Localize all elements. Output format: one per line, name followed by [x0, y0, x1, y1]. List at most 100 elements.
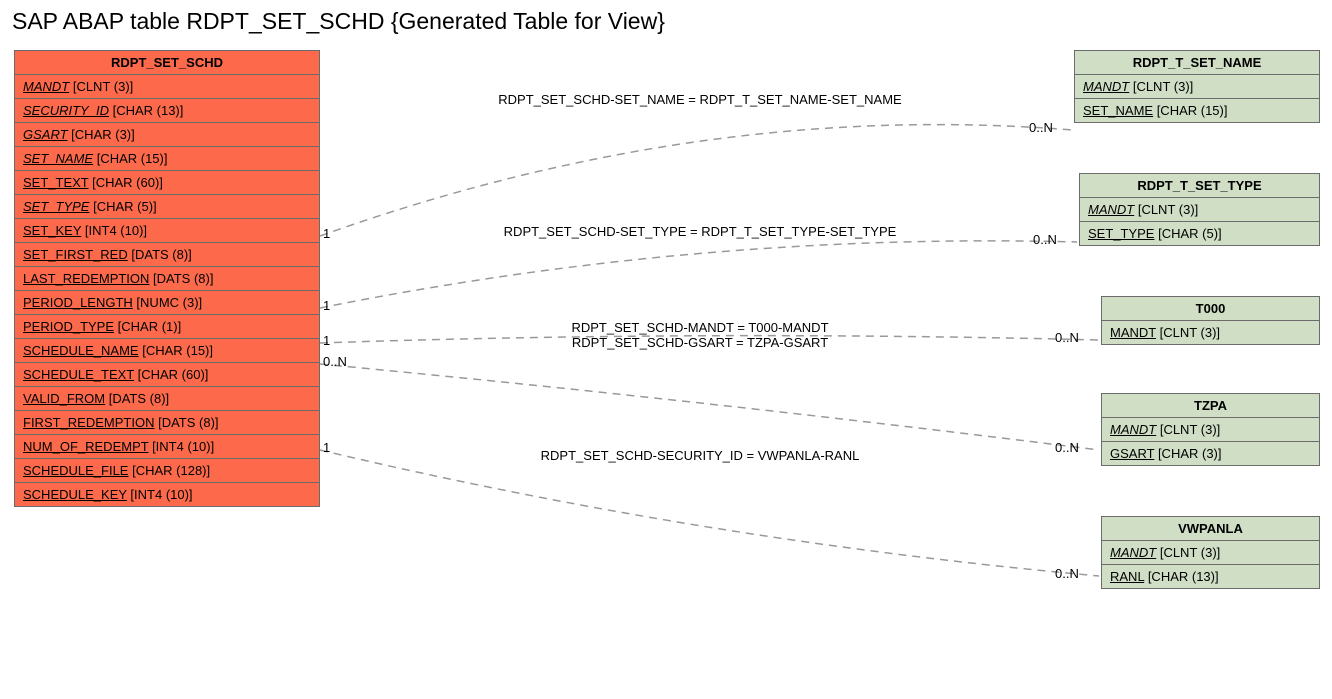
cardinality-label: 0..N: [1029, 120, 1053, 135]
cardinality-label: 1: [323, 333, 330, 348]
field-name: MANDT: [1110, 422, 1156, 437]
table-field: SET_NAME [CHAR (15)]: [15, 147, 319, 171]
field-type: [CHAR (5)]: [1154, 226, 1221, 241]
table-field: NUM_OF_REDEMPT [INT4 (10)]: [15, 435, 319, 459]
field-name: RANL: [1110, 569, 1144, 584]
relation-label: RDPT_SET_SCHD-SET_NAME = RDPT_T_SET_NAME…: [380, 92, 1020, 107]
table-field: PERIOD_TYPE [CHAR (1)]: [15, 315, 319, 339]
field-name: SET_TYPE: [1088, 226, 1154, 241]
cardinality-label: 1: [323, 226, 330, 241]
table-field: SCHEDULE_NAME [CHAR (15)]: [15, 339, 319, 363]
table-field: SCHEDULE_KEY [INT4 (10)]: [15, 483, 319, 506]
field-type: [CHAR (15)]: [139, 343, 213, 358]
relation-label: RDPT_SET_SCHD-SECURITY_ID = VWPANLA-RANL: [380, 448, 1020, 463]
ref-table-rdpt_t_set_name: RDPT_T_SET_NAMEMANDT [CLNT (3)]SET_NAME …: [1074, 50, 1320, 123]
table-field: MANDT [CLNT (3)]: [1102, 418, 1319, 442]
field-type: [INT4 (10)]: [148, 439, 214, 454]
field-name: SCHEDULE_NAME: [23, 343, 139, 358]
table-field: PERIOD_LENGTH [NUMC (3)]: [15, 291, 319, 315]
main-table: RDPT_SET_SCHDMANDT [CLNT (3)]SECURITY_ID…: [14, 50, 320, 507]
field-name: SET_NAME: [23, 151, 93, 166]
field-name: MANDT: [1088, 202, 1134, 217]
cardinality-label: 0..N: [323, 354, 347, 369]
table-field: SET_TYPE [CHAR (5)]: [15, 195, 319, 219]
field-type: [CHAR (1)]: [114, 319, 181, 334]
field-name: NUM_OF_REDEMPT: [23, 439, 148, 454]
field-name: SCHEDULE_TEXT: [23, 367, 134, 382]
field-type: [CLNT (3)]: [1156, 422, 1220, 437]
table-header: RDPT_T_SET_NAME: [1075, 51, 1319, 75]
field-type: [INT4 (10)]: [127, 487, 193, 502]
table-header: VWPANLA: [1102, 517, 1319, 541]
table-field: FIRST_REDEMPTION [DATS (8)]: [15, 411, 319, 435]
cardinality-label: 0..N: [1055, 440, 1079, 455]
field-name: MANDT: [23, 79, 69, 94]
cardinality-label: 1: [323, 298, 330, 313]
field-name: SECURITY_ID: [23, 103, 109, 118]
table-header: RDPT_SET_SCHD: [15, 51, 319, 75]
table-field: MANDT [CLNT (3)]: [1075, 75, 1319, 99]
field-type: [CLNT (3)]: [1129, 79, 1193, 94]
relation-label: RDPT_SET_SCHD-SET_TYPE = RDPT_T_SET_TYPE…: [380, 224, 1020, 239]
cardinality-label: 0..N: [1055, 330, 1079, 345]
field-type: [INT4 (10)]: [81, 223, 147, 238]
table-field: SET_KEY [INT4 (10)]: [15, 219, 319, 243]
table-header: T000: [1102, 297, 1319, 321]
table-field: GSART [CHAR (3)]: [1102, 442, 1319, 465]
field-name: SET_FIRST_RED: [23, 247, 128, 262]
field-type: [DATS (8)]: [149, 271, 213, 286]
field-type: [CLNT (3)]: [1134, 202, 1198, 217]
field-type: [DATS (8)]: [105, 391, 169, 406]
field-type: [CHAR (128)]: [128, 463, 210, 478]
table-field: MANDT [CLNT (3)]: [1102, 541, 1319, 565]
table-header: RDPT_T_SET_TYPE: [1080, 174, 1319, 198]
field-type: [CHAR (15)]: [93, 151, 167, 166]
field-type: [CHAR (15)]: [1153, 103, 1227, 118]
ref-table-vwpanla: VWPANLAMANDT [CLNT (3)] RANL [CHAR (13)]: [1101, 516, 1320, 589]
field-name: MANDT: [1083, 79, 1129, 94]
field-type: [CHAR (13)]: [109, 103, 183, 118]
field-name: VALID_FROM: [23, 391, 105, 406]
field-name: PERIOD_LENGTH: [23, 295, 133, 310]
ref-table-tzpa: TZPAMANDT [CLNT (3)]GSART [CHAR (3)]: [1101, 393, 1320, 466]
table-field: SET_NAME [CHAR (15)]: [1075, 99, 1319, 122]
table-field: MANDT [CLNT (3)]: [1102, 321, 1319, 344]
table-field: SECURITY_ID [CHAR (13)]: [15, 99, 319, 123]
table-field: LAST_REDEMPTION [DATS (8)]: [15, 267, 319, 291]
field-type: [CHAR (60)]: [89, 175, 163, 190]
field-name: MANDT: [1110, 325, 1156, 340]
field-name: SET_KEY: [23, 223, 81, 238]
field-type: [DATS (8)]: [128, 247, 192, 262]
field-type: [CHAR (3)]: [1154, 446, 1221, 461]
relation-label: RDPT_SET_SCHD-MANDT = T000-MANDTRDPT_SET…: [380, 320, 1020, 350]
field-name: SCHEDULE_KEY: [23, 487, 127, 502]
table-field: MANDT [CLNT (3)]: [15, 75, 319, 99]
cardinality-label: 0..N: [1055, 566, 1079, 581]
cardinality-label: 1: [323, 440, 330, 455]
table-field: VALID_FROM [DATS (8)]: [15, 387, 319, 411]
field-name: FIRST_REDEMPTION: [23, 415, 154, 430]
table-field: MANDT [CLNT (3)]: [1080, 198, 1319, 222]
table-field: GSART [CHAR (3)]: [15, 123, 319, 147]
field-name: GSART: [1110, 446, 1154, 461]
cardinality-label: 0..N: [1033, 232, 1057, 247]
field-name: PERIOD_TYPE: [23, 319, 114, 334]
field-type: [CHAR (60)]: [134, 367, 208, 382]
table-field: SCHEDULE_TEXT [CHAR (60)]: [15, 363, 319, 387]
table-field: SCHEDULE_FILE [CHAR (128)]: [15, 459, 319, 483]
field-name: SET_TYPE: [23, 199, 89, 214]
page-title: SAP ABAP table RDPT_SET_SCHD {Generated …: [12, 8, 665, 35]
field-name: SET_TEXT: [23, 175, 89, 190]
field-name: GSART: [23, 127, 68, 142]
table-header: TZPA: [1102, 394, 1319, 418]
field-name: SET_NAME: [1083, 103, 1153, 118]
field-type: [CHAR (3)]: [68, 127, 135, 142]
field-type: [CHAR (13)]: [1144, 569, 1218, 584]
field-name: SCHEDULE_FILE: [23, 463, 128, 478]
field-type: [DATS (8)]: [154, 415, 218, 430]
field-type: [NUMC (3)]: [133, 295, 202, 310]
field-type: [CHAR (5)]: [89, 199, 156, 214]
table-field: SET_FIRST_RED [DATS (8)]: [15, 243, 319, 267]
ref-table-t000: T000MANDT [CLNT (3)]: [1101, 296, 1320, 345]
field-type: [CLNT (3)]: [1156, 545, 1220, 560]
